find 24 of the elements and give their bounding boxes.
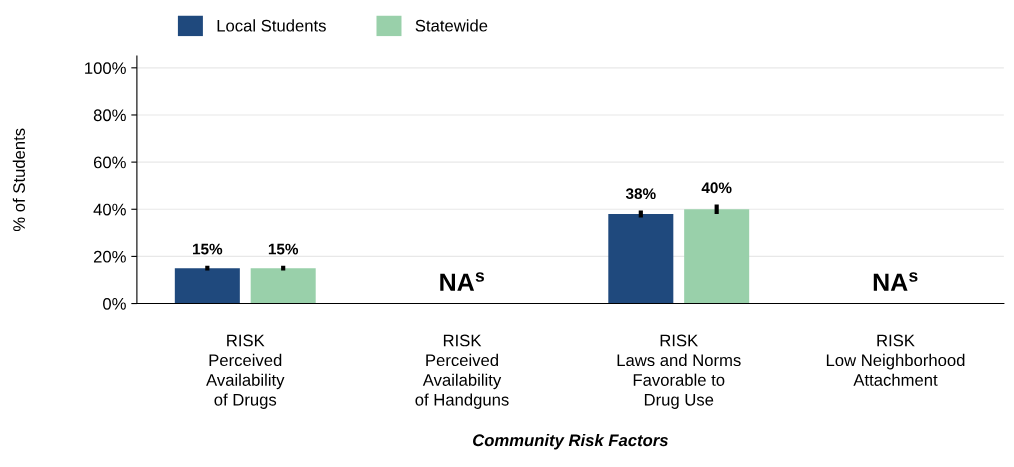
x-axis-title: Community Risk Factors: [473, 433, 668, 450]
x-tick-label: RISK Perceived Availability of Handguns: [415, 334, 509, 409]
bar: [684, 209, 750, 304]
annotation: NA$^{s}$: [440, 272, 484, 291]
bar: [608, 213, 674, 304]
data-label: 38%: [625, 188, 656, 200]
x-tick-label: RISK Laws and Norms Favorable to Drug Use: [617, 334, 741, 409]
y-tick-label: 100%: [85, 62, 126, 75]
y-tick-label: 0%: [103, 297, 126, 310]
data-label: 15%: [268, 243, 299, 255]
y-tick-label: 60%: [93, 156, 126, 169]
x-tick-label: RISK Perceived Availability of Drugs: [206, 334, 285, 409]
y-tick-label: 20%: [93, 250, 126, 263]
data-label: 15%: [193, 243, 223, 255]
data-label: 40%: [701, 182, 732, 194]
y-tick-label: 40%: [93, 203, 126, 216]
legend-label: Local Students: [217, 19, 326, 32]
legend-label: Statewide: [415, 19, 488, 32]
bar: [174, 268, 240, 304]
y-tick-label: 80%: [93, 109, 126, 122]
annotation: NA$^{s}$: [873, 272, 918, 291]
x-tick-label: RISK Low Neighborhood Attachment: [826, 334, 965, 386]
y-axis-title: % of Students: [12, 128, 25, 232]
bar: [250, 268, 316, 304]
